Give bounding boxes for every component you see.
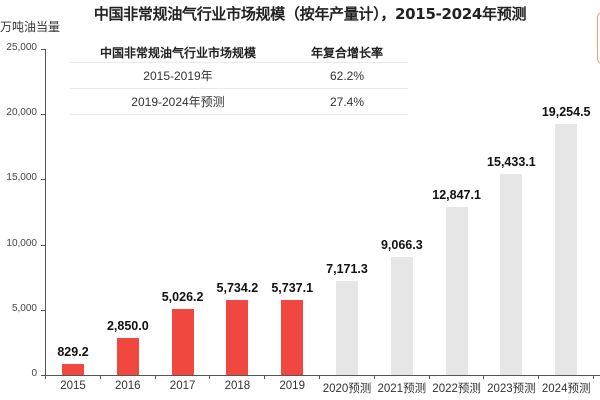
x-tick-label: 2017 bbox=[169, 380, 196, 392]
y-tick-label: 25,000 bbox=[6, 42, 37, 53]
y-axis bbox=[45, 49, 46, 375]
y-tick-label: 20,000 bbox=[6, 107, 37, 119]
y-axis-unit-label: 万吨油当量 bbox=[0, 20, 61, 34]
bar-2018 bbox=[226, 300, 249, 375]
x-tick bbox=[538, 375, 540, 379]
y-tick bbox=[41, 375, 45, 376]
y-tick bbox=[41, 49, 45, 50]
x-tick bbox=[319, 375, 320, 379]
x-tick bbox=[373, 375, 375, 379]
x-tick-label: 2023预测 bbox=[487, 383, 536, 395]
x-tick-label: 2024预测 bbox=[541, 383, 591, 395]
cagr-value: 62.2% bbox=[286, 62, 408, 89]
bar-value-label: 2,850.0 bbox=[106, 318, 149, 333]
y-tick-label: 0 bbox=[31, 368, 37, 379]
bar-2016 bbox=[116, 337, 139, 375]
y-tick-label: 10,000 bbox=[6, 237, 37, 249]
bar-value-label: 15,433.1 bbox=[487, 154, 536, 169]
x-tick-label: 2021预测 bbox=[377, 383, 427, 395]
table-row: 2015-2019年 62.2% bbox=[70, 62, 408, 89]
y-tick-label: 15,000 bbox=[6, 172, 37, 184]
bar-2019 bbox=[281, 300, 304, 375]
x-tick-label: 2019 bbox=[279, 380, 305, 392]
cagr-value: 27.4% bbox=[286, 88, 408, 115]
chart-title: 中国非常规油气行业市场规模（按年产量计），2015-2024年预测 bbox=[93, 5, 527, 23]
bar-value-label: 5,737.1 bbox=[271, 281, 314, 296]
bar-value-label: 19,254.5 bbox=[541, 104, 591, 119]
bar-value-label: 5,734.2 bbox=[216, 281, 259, 296]
bar-2015 bbox=[62, 364, 84, 375]
bar-2023预测 bbox=[500, 173, 523, 375]
x-tick-label: 2018 bbox=[224, 380, 251, 392]
x-tick bbox=[45, 375, 46, 379]
bar-2024预测 bbox=[555, 123, 578, 375]
bar-value-label: 7,171.3 bbox=[326, 262, 368, 277]
table-row: 2019-2024年预测 27.4% bbox=[70, 88, 408, 115]
y-tick bbox=[41, 244, 45, 246]
cagr-header-rate: 年复合增长率 bbox=[310, 45, 383, 60]
cagr-table-header: 中国非常规油气行业市场规模 年复合增长率 bbox=[70, 42, 408, 63]
x-tick bbox=[154, 375, 156, 379]
x-tick bbox=[593, 375, 594, 379]
bar-value-label: 12,847.1 bbox=[432, 188, 481, 203]
bar-2020预测 bbox=[336, 281, 358, 375]
x-tick-label: 2015 bbox=[60, 380, 86, 392]
bar-value-label: 9,066.3 bbox=[380, 237, 423, 252]
y-tick bbox=[41, 114, 45, 116]
cagr-period: 2015-2019年 bbox=[70, 62, 286, 89]
x-tick bbox=[209, 375, 211, 379]
cagr-header-market: 中国非常规油气行业市场规模 bbox=[99, 45, 256, 60]
x-tick bbox=[264, 375, 266, 379]
x-tick-label: 2020预测 bbox=[322, 383, 372, 395]
y-tick-label: 5,000 bbox=[11, 302, 37, 314]
cagr-table: 中国非常规油气行业市场规模 年复合增长率 2015-2019年 62.2% 20… bbox=[70, 42, 408, 115]
x-tick bbox=[483, 375, 485, 379]
bar-2021预测 bbox=[390, 256, 413, 375]
x-tick-label: 2016 bbox=[115, 380, 141, 392]
bar-2017 bbox=[171, 309, 194, 375]
x-tick-label: 2022预测 bbox=[432, 383, 481, 395]
y-tick bbox=[41, 179, 45, 181]
x-tick bbox=[99, 375, 101, 379]
cagr-period: 2019-2024年预测 bbox=[70, 88, 286, 115]
bar-value-label: 5,026.2 bbox=[161, 290, 204, 305]
bar-2022预测 bbox=[445, 207, 468, 375]
bar-value-label: 829.2 bbox=[57, 345, 89, 360]
y-tick bbox=[41, 309, 45, 311]
x-tick bbox=[428, 375, 430, 379]
x-axis bbox=[45, 375, 600, 376]
